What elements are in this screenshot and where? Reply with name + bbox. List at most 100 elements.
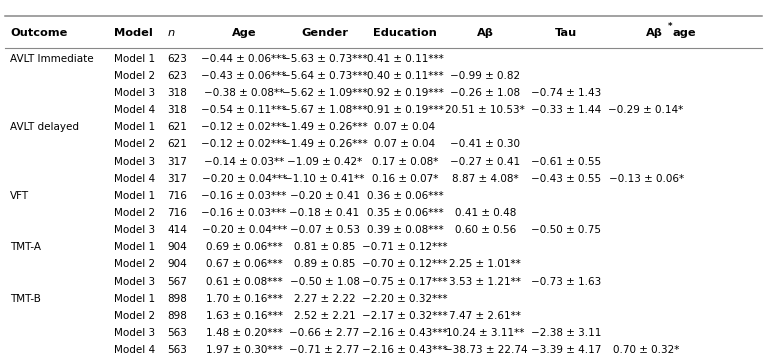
Text: Model 4: Model 4 <box>114 174 155 184</box>
Text: 621: 621 <box>168 122 187 132</box>
Text: 0.39 ± 0.08***: 0.39 ± 0.08*** <box>367 225 443 235</box>
Text: −0.75 ± 0.17***: −0.75 ± 0.17*** <box>362 277 448 287</box>
Text: −2.20 ± 0.32***: −2.20 ± 0.32*** <box>362 294 448 304</box>
Text: n: n <box>168 28 175 38</box>
Text: 0.69 ± 0.06***: 0.69 ± 0.06*** <box>206 242 282 252</box>
Text: −1.49 ± 0.26***: −1.49 ± 0.26*** <box>281 139 367 150</box>
Text: −0.50 ± 1.08: −0.50 ± 1.08 <box>290 277 360 287</box>
Text: 0.61 ± 0.08***: 0.61 ± 0.08*** <box>206 277 282 287</box>
Text: VFT: VFT <box>10 191 29 201</box>
Text: −0.44 ± 0.06***: −0.44 ± 0.06*** <box>202 54 287 64</box>
Text: 317: 317 <box>168 174 187 184</box>
Text: 563: 563 <box>168 328 187 338</box>
Text: −5.63 ± 0.73***: −5.63 ± 0.73*** <box>281 54 367 64</box>
Text: −0.16 ± 0.03***: −0.16 ± 0.03*** <box>202 191 287 201</box>
Text: −38.73 ± 22.74: −38.73 ± 22.74 <box>443 345 527 355</box>
Text: −5.67 ± 1.08***: −5.67 ± 1.08*** <box>281 105 367 115</box>
Text: 0.60 ± 0.56: 0.60 ± 0.56 <box>455 225 516 235</box>
Text: −0.12 ± 0.02***: −0.12 ± 0.02*** <box>202 122 287 132</box>
Text: 0.35 ± 0.06***: 0.35 ± 0.06*** <box>367 208 443 218</box>
Text: −0.50 ± 0.75: −0.50 ± 0.75 <box>531 225 601 235</box>
Text: age: age <box>672 28 696 38</box>
Text: 0.07 ± 0.04: 0.07 ± 0.04 <box>374 122 436 132</box>
Text: 0.41 ± 0.48: 0.41 ± 0.48 <box>455 208 516 218</box>
Text: −0.73 ± 1.63: −0.73 ± 1.63 <box>531 277 601 287</box>
Text: Model 1: Model 1 <box>114 191 155 201</box>
Text: Model 1: Model 1 <box>114 54 155 64</box>
Text: 567: 567 <box>168 277 187 287</box>
Text: Model 1: Model 1 <box>114 242 155 252</box>
Text: −0.18 ± 0.41: −0.18 ± 0.41 <box>289 208 360 218</box>
Text: 623: 623 <box>168 71 187 81</box>
Text: 0.40 ± 0.11***: 0.40 ± 0.11*** <box>367 71 443 81</box>
Text: −0.54 ± 0.11***: −0.54 ± 0.11*** <box>202 105 287 115</box>
Text: Education: Education <box>373 28 437 38</box>
Text: 904: 904 <box>168 242 187 252</box>
Text: AVLT delayed: AVLT delayed <box>10 122 79 132</box>
Text: 0.41 ± 0.11***: 0.41 ± 0.11*** <box>367 54 443 64</box>
Text: 563: 563 <box>168 345 187 355</box>
Text: 0.67 ± 0.06***: 0.67 ± 0.06*** <box>206 260 282 269</box>
Text: 1.97 ± 0.30***: 1.97 ± 0.30*** <box>206 345 282 355</box>
Text: −0.43 ± 0.55: −0.43 ± 0.55 <box>531 174 601 184</box>
Text: Outcome: Outcome <box>10 28 67 38</box>
Text: Model 1: Model 1 <box>114 294 155 304</box>
Text: Model 3: Model 3 <box>114 225 155 235</box>
Text: Model 3: Model 3 <box>114 328 155 338</box>
Text: 10.24 ± 3.11**: 10.24 ± 3.11** <box>446 328 525 338</box>
Text: Age: Age <box>232 28 256 38</box>
Text: −2.38 ± 3.11: −2.38 ± 3.11 <box>531 328 601 338</box>
Text: −2.17 ± 0.32***: −2.17 ± 0.32*** <box>362 311 448 321</box>
Text: 0.16 ± 0.07*: 0.16 ± 0.07* <box>372 174 438 184</box>
Text: TMT-A: TMT-A <box>10 242 41 252</box>
Text: −0.70 ± 0.12***: −0.70 ± 0.12*** <box>362 260 448 269</box>
Text: 898: 898 <box>168 294 187 304</box>
Text: 7.47 ± 2.61**: 7.47 ± 2.61** <box>449 311 522 321</box>
Text: 716: 716 <box>168 208 187 218</box>
Text: 1.48 ± 0.20***: 1.48 ± 0.20*** <box>206 328 282 338</box>
Text: 716: 716 <box>168 191 187 201</box>
Text: 8.87 ± 4.08*: 8.87 ± 4.08* <box>452 174 518 184</box>
Text: −0.26 ± 1.08: −0.26 ± 1.08 <box>450 88 520 98</box>
Text: Model 3: Model 3 <box>114 157 155 167</box>
Text: 3.53 ± 1.21**: 3.53 ± 1.21** <box>449 277 522 287</box>
Text: *: * <box>667 22 672 31</box>
Text: 623: 623 <box>168 54 187 64</box>
Text: 2.27 ± 2.22: 2.27 ± 2.22 <box>294 294 355 304</box>
Text: −0.38 ± 0.08**: −0.38 ± 0.08** <box>204 88 285 98</box>
Text: 0.07 ± 0.04: 0.07 ± 0.04 <box>374 139 436 150</box>
Text: Model: Model <box>114 28 153 38</box>
Text: 0.70 ± 0.32*: 0.70 ± 0.32* <box>613 345 680 355</box>
Text: −0.27 ± 0.41: −0.27 ± 0.41 <box>450 157 520 167</box>
Text: −0.13 ± 0.06*: −0.13 ± 0.06* <box>608 174 683 184</box>
Text: Model 2: Model 2 <box>114 260 155 269</box>
Text: 1.63 ± 0.16***: 1.63 ± 0.16*** <box>206 311 282 321</box>
Text: −0.20 ± 0.04***: −0.20 ± 0.04*** <box>202 174 287 184</box>
Text: Gender: Gender <box>301 28 348 38</box>
Text: 898: 898 <box>168 311 187 321</box>
Text: −3.39 ± 4.17: −3.39 ± 4.17 <box>531 345 601 355</box>
Text: 0.36 ± 0.06***: 0.36 ± 0.06*** <box>367 191 443 201</box>
Text: 621: 621 <box>168 139 187 150</box>
Text: 0.17 ± 0.08*: 0.17 ± 0.08* <box>372 157 438 167</box>
Text: 904: 904 <box>168 260 187 269</box>
Text: 0.91 ± 0.19***: 0.91 ± 0.19*** <box>367 105 443 115</box>
Text: Model 3: Model 3 <box>114 88 155 98</box>
Text: Model 2: Model 2 <box>114 208 155 218</box>
Text: −0.66 ± 2.77: −0.66 ± 2.77 <box>289 328 360 338</box>
Text: Aβ: Aβ <box>477 28 494 38</box>
Text: −0.43 ± 0.06***: −0.43 ± 0.06*** <box>202 71 287 81</box>
Text: −5.62 ± 1.09***: −5.62 ± 1.09*** <box>281 88 367 98</box>
Text: −0.29 ± 0.14*: −0.29 ± 0.14* <box>608 105 683 115</box>
Text: 0.92 ± 0.19***: 0.92 ± 0.19*** <box>367 88 443 98</box>
Text: Model 4: Model 4 <box>114 345 155 355</box>
Text: −0.71 ± 2.77: −0.71 ± 2.77 <box>289 345 360 355</box>
Text: AVLT Immediate: AVLT Immediate <box>10 54 94 64</box>
Text: −1.49 ± 0.26***: −1.49 ± 0.26*** <box>281 122 367 132</box>
Text: Model 4: Model 4 <box>114 105 155 115</box>
Text: 0.89 ± 0.85: 0.89 ± 0.85 <box>294 260 355 269</box>
Text: Tau: Tau <box>555 28 577 38</box>
Text: 318: 318 <box>168 88 187 98</box>
Text: Model 1: Model 1 <box>114 122 155 132</box>
Text: Model 2: Model 2 <box>114 311 155 321</box>
